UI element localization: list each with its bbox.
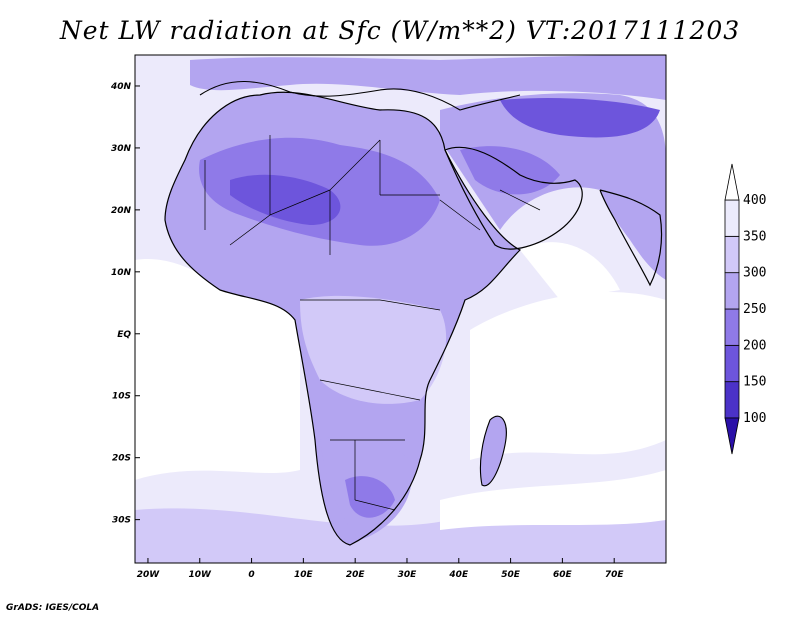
europe-coastline bbox=[199, 80, 521, 111]
colorbar-box bbox=[724, 199, 740, 237]
arabian-sea-low-region bbox=[520, 242, 620, 300]
colorbar-label: 250 bbox=[743, 302, 766, 317]
colorbar-box bbox=[724, 235, 740, 274]
y-tick-label: 30S bbox=[112, 516, 131, 526]
x-tick-label: 20E bbox=[346, 570, 366, 580]
india-land bbox=[600, 190, 666, 280]
y-tick-label: 30N bbox=[111, 144, 132, 154]
colorbar-box bbox=[724, 272, 740, 310]
colorbar-upper-extend bbox=[724, 163, 740, 201]
madagascar bbox=[480, 416, 507, 486]
india-coastline bbox=[599, 189, 663, 287]
y-tick-label: EQ bbox=[117, 330, 131, 340]
country-borders bbox=[204, 135, 541, 511]
map-title: Net LW radiation at Sfc (W/m**2) VT:2017… bbox=[59, 16, 741, 45]
x-axis: 20W 10W 0 10E 20E 30E 40E 50E 60E 70E bbox=[137, 558, 625, 580]
colorbar-box bbox=[724, 381, 740, 419]
africa-coastline bbox=[164, 91, 522, 546]
grads-credit: GrADS: IGES/COLA bbox=[6, 603, 100, 613]
colorbar-label: 350 bbox=[743, 229, 766, 244]
southern-ocean-band-2 bbox=[440, 470, 666, 530]
y-tick-label: 20N bbox=[111, 206, 132, 216]
y-tick-label: 10N bbox=[111, 268, 132, 278]
x-tick-label: 30E bbox=[398, 570, 418, 580]
sahara-darkest bbox=[230, 174, 341, 225]
colorbar-box bbox=[724, 344, 740, 383]
colorbar-box bbox=[724, 308, 740, 346]
y-tick-label: 10S bbox=[112, 392, 131, 402]
colorbar-label: 200 bbox=[743, 338, 766, 353]
y-tick-label: 40N bbox=[110, 82, 132, 92]
colorbar-label: 150 bbox=[743, 375, 766, 390]
colorbar-label: 100 bbox=[743, 411, 766, 426]
x-tick-label: 10W bbox=[189, 570, 213, 580]
europe-land bbox=[190, 55, 666, 100]
x-tick-label: 10E bbox=[294, 570, 314, 580]
iran-high bbox=[500, 98, 660, 138]
colorbar-lower-extend bbox=[724, 417, 740, 455]
y-tick-label: 20S bbox=[112, 454, 131, 464]
indian-ocean-low-region bbox=[470, 291, 666, 460]
arabia-coastline bbox=[444, 146, 583, 250]
colorbar-label: 300 bbox=[743, 266, 766, 281]
colorbar-label: 400 bbox=[743, 193, 766, 208]
x-tick-label: 50E bbox=[501, 570, 521, 580]
madagascar-coastline bbox=[479, 415, 507, 487]
ocean-low-region bbox=[135, 259, 300, 480]
x-tick-label: 0 bbox=[248, 570, 254, 580]
map-frame bbox=[134, 54, 667, 564]
x-tick-label: 40E bbox=[448, 570, 469, 580]
map-panel bbox=[135, 55, 666, 563]
colorbar: 100 150 200 250 300 350 400 bbox=[724, 163, 766, 455]
kalahari-core bbox=[345, 476, 395, 518]
central-africa-land bbox=[300, 295, 447, 404]
x-tick-label: 20W bbox=[137, 570, 161, 580]
y-axis: 40N 30N 20N 10N EQ 10S 20S 30S bbox=[110, 82, 140, 526]
arabia-core bbox=[460, 146, 560, 195]
x-tick-label: 60E bbox=[553, 570, 573, 580]
x-tick-label: 70E bbox=[605, 570, 625, 580]
